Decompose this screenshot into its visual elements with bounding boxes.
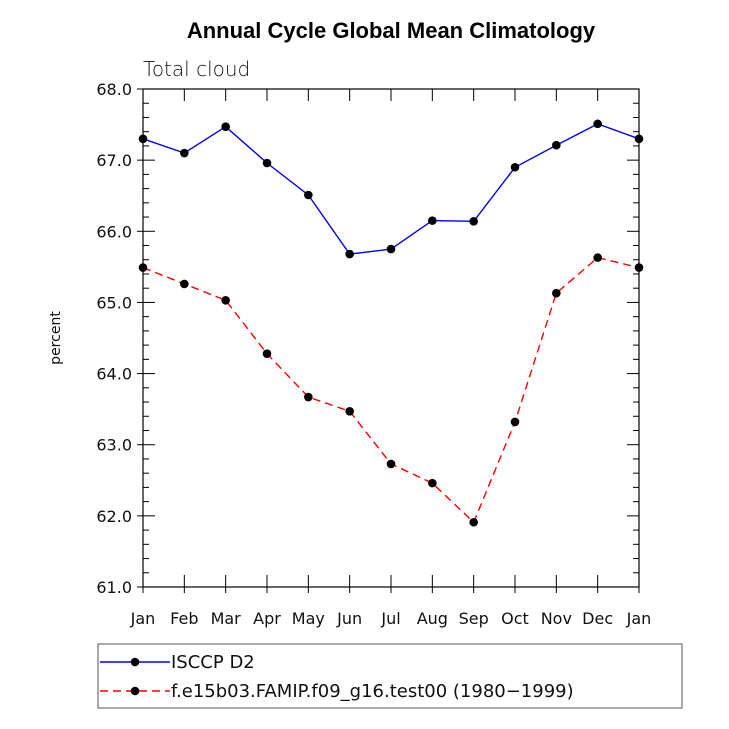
data-point <box>469 217 478 226</box>
x-tick-label: Apr <box>253 609 281 628</box>
series-line <box>142 256 640 524</box>
x-tick-label: Jun <box>336 609 362 628</box>
chart-subtitle: Total cloud <box>143 57 250 81</box>
y-tick-label: 62.0 <box>96 507 132 526</box>
x-tick-label: Sep <box>459 609 489 628</box>
data-point <box>304 190 313 200</box>
y-tick-label: 66.0 <box>96 222 132 241</box>
data-point <box>180 148 189 158</box>
data-point <box>593 119 602 129</box>
y-tick-label: 65.0 <box>96 293 132 312</box>
data-point <box>345 406 354 416</box>
legend-marker <box>130 657 140 667</box>
data-point <box>262 349 272 358</box>
plot-border <box>142 88 640 588</box>
legend-marker <box>130 686 140 696</box>
x-tick-label: Mar <box>211 609 242 628</box>
data-point <box>138 263 148 272</box>
x-axis: Jan Feb Mar Apr May Jun Jul Aug Sep Oct Nov Dec Jan <box>130 89 652 628</box>
data-point <box>510 162 520 172</box>
data-point <box>221 295 230 305</box>
data-point <box>634 134 644 144</box>
x-tick-label: Jan <box>130 609 156 628</box>
y-tick-label: 67.0 <box>96 151 132 170</box>
x-tick-label: Jul <box>380 609 400 628</box>
data-point <box>428 478 437 488</box>
data-point <box>469 517 478 527</box>
legend-label: ISCCP D2 <box>171 652 255 673</box>
data-point <box>138 134 148 144</box>
data-point <box>262 158 272 168</box>
x-tick-label: Jan <box>626 609 652 628</box>
data-point <box>593 253 602 262</box>
y-axis-label: percent <box>48 311 64 365</box>
y-axis: 61.0 62.0 63.0 64.0 65.0 66.0 67.0 68.0 <box>96 80 639 597</box>
x-tick-label: Dec <box>582 609 613 628</box>
y-tick-label: 61.0 <box>96 578 132 597</box>
data-point <box>510 417 520 427</box>
x-tick-label: Oct <box>501 609 529 628</box>
x-tick-label: Feb <box>170 609 198 628</box>
data-point <box>345 249 354 259</box>
x-tick-label: Nov <box>541 609 572 628</box>
plot-frame <box>142 88 640 588</box>
series-1 <box>138 119 644 259</box>
data-point <box>180 279 189 289</box>
y-tick-label: 64.0 <box>96 365 132 384</box>
data-point <box>221 122 230 132</box>
data-point <box>428 216 437 225</box>
x-tick-label: Aug <box>417 609 448 628</box>
legend: ISCCP D2 f.e15b03.FAMIP.f09_g16.test00 (1… <box>97 643 683 709</box>
y-tick-label: 63.0 <box>96 436 132 455</box>
legend-box <box>97 643 683 709</box>
series-2 <box>138 253 644 527</box>
data-point <box>552 140 561 150</box>
data-point <box>386 459 396 469</box>
series-layer <box>138 119 644 527</box>
x-tick-label: May <box>292 609 325 628</box>
data-point <box>386 244 396 254</box>
y-tick-label: 68.0 <box>96 80 132 99</box>
data-point <box>634 263 644 272</box>
data-point <box>304 392 313 402</box>
chart-title: Annual Cycle Global Mean Climatology <box>187 18 596 43</box>
series-line <box>142 123 640 255</box>
legend-label: f.e15b03.FAMIP.f09_g16.test00 (1980−1999… <box>171 681 574 702</box>
data-point <box>552 288 561 298</box>
